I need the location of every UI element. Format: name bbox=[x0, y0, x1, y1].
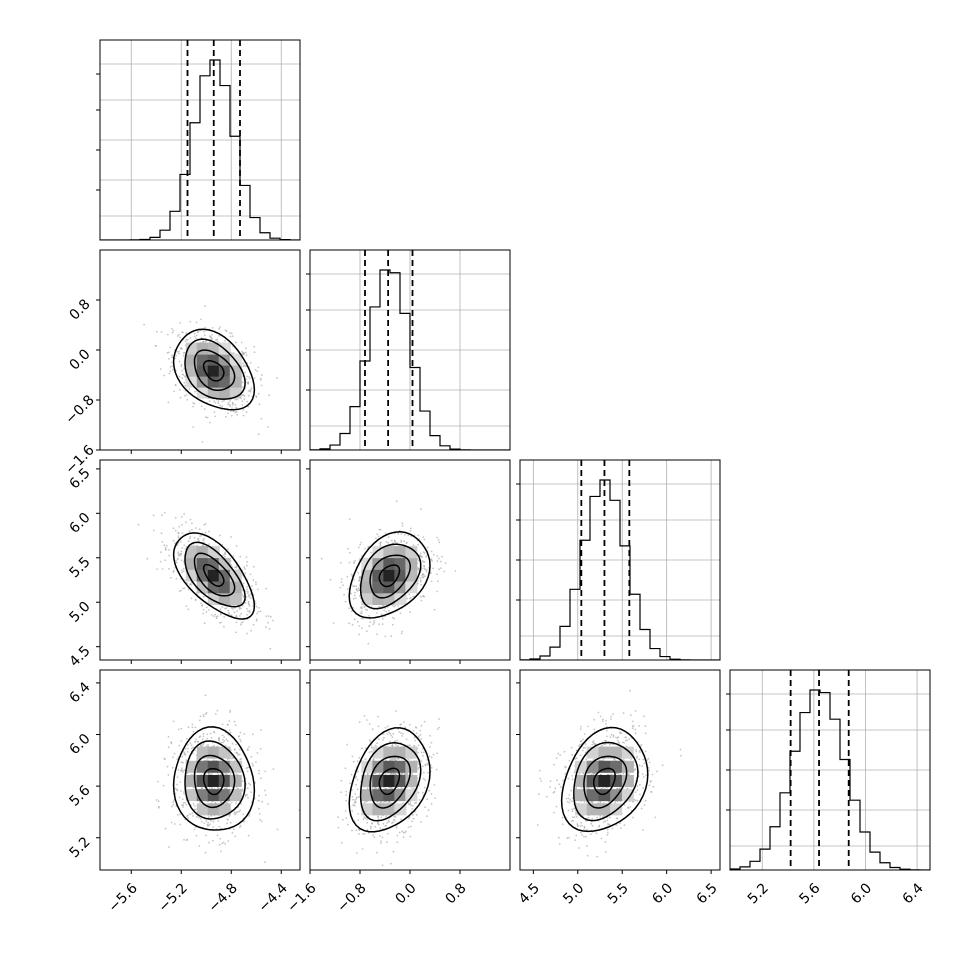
y-tick-label-2-0: 4.5 bbox=[67, 643, 94, 670]
histogram-panel-1 bbox=[306, 249, 511, 451]
histogram-3 bbox=[730, 689, 930, 870]
hist-frame-3 bbox=[729, 669, 931, 871]
contour-1-2-0 bbox=[378, 564, 401, 588]
panel-frame-0-2 bbox=[99, 459, 301, 661]
density-panel-0-2 bbox=[96, 459, 301, 664]
contour-0-2-0 bbox=[202, 563, 225, 587]
x-tick-label-2-2: 5.5 bbox=[605, 880, 632, 907]
contour-1-3-1 bbox=[369, 755, 411, 809]
x-tick-label-0-2: −4.8 bbox=[206, 880, 241, 915]
y-tick-label-3-0: 5.2 bbox=[67, 834, 94, 861]
panel-frame-1-3 bbox=[309, 669, 511, 871]
contour-0-1-0 bbox=[202, 360, 225, 382]
contour-0-1-3 bbox=[172, 328, 256, 411]
x-tick-label-3-2: 6.0 bbox=[848, 880, 875, 907]
density-panel-0-3 bbox=[96, 669, 301, 874]
histogram-panel-3 bbox=[726, 669, 931, 871]
hist-frame-2 bbox=[519, 459, 721, 661]
x-tick-label-2-0: 4.5 bbox=[516, 880, 543, 907]
y-tick-label-3-1: 5.6 bbox=[67, 782, 94, 809]
histogram-0 bbox=[100, 59, 300, 240]
x-tick-label-0-3: −4.4 bbox=[256, 880, 291, 915]
density-panel-0-1 bbox=[96, 249, 301, 454]
x-tick-label-0-1: −5.2 bbox=[156, 880, 191, 915]
y-tick-label-3-2: 6.0 bbox=[67, 731, 94, 758]
x-tick-label-1-0: −1.6 bbox=[284, 880, 319, 915]
density-panel-2-3 bbox=[516, 669, 721, 874]
contour-2-3-0 bbox=[592, 767, 616, 796]
contour-0-3-2 bbox=[184, 740, 246, 820]
contour-0-1-1 bbox=[193, 349, 236, 392]
y-tick-label-1-1: −0.8 bbox=[62, 392, 97, 427]
x-tick-label-2-3: 6.0 bbox=[649, 880, 676, 907]
y-tick-label-2-3: 6.0 bbox=[67, 510, 94, 537]
contour-0-2-1 bbox=[193, 552, 236, 597]
x-tick-label-2-1: 5.0 bbox=[560, 880, 587, 907]
contour-1-2-1 bbox=[369, 554, 411, 599]
x-tick-label-1-1: −0.8 bbox=[334, 880, 369, 915]
y-tick-label-1-3: 0.8 bbox=[67, 296, 94, 323]
contour-1-3-2 bbox=[359, 742, 422, 822]
contour-0-2-2 bbox=[184, 541, 246, 608]
contour-1-2-3 bbox=[348, 531, 431, 619]
hist-frame-0 bbox=[99, 39, 301, 241]
density-panel-1-3 bbox=[306, 669, 511, 874]
contour-1-3-3 bbox=[348, 727, 431, 833]
density-panel-1-2 bbox=[306, 459, 511, 664]
histogram-2 bbox=[520, 479, 720, 660]
y-tick-label-1-2: 0.0 bbox=[67, 346, 94, 373]
contour-0-3-1 bbox=[193, 754, 236, 809]
contour-2-3-3 bbox=[560, 726, 649, 833]
panel-frame-1-2 bbox=[309, 459, 511, 661]
y-tick-label-2-1: 5.0 bbox=[67, 599, 94, 626]
x-tick-label-0-0: −5.6 bbox=[106, 880, 141, 915]
y-tick-label-2-2: 5.5 bbox=[67, 554, 94, 581]
x-tick-label-1-3: 0.8 bbox=[443, 880, 470, 907]
contour-0-3-3 bbox=[172, 726, 256, 831]
x-tick-label-3-1: 5.6 bbox=[796, 880, 823, 907]
contour-0-1-2 bbox=[184, 338, 246, 400]
contour-0-3-0 bbox=[202, 767, 225, 796]
panel-frame-0-3 bbox=[99, 669, 301, 871]
contour-2-3-1 bbox=[583, 755, 628, 809]
panel-frame-0-1 bbox=[99, 249, 301, 451]
contour-1-2-2 bbox=[359, 543, 422, 610]
x-tick-label-3-0: 5.2 bbox=[745, 880, 772, 907]
x-tick-label-2-4: 6.5 bbox=[694, 880, 721, 907]
histogram-panel-2 bbox=[516, 459, 721, 661]
hist-frame-1 bbox=[309, 249, 511, 451]
histogram-panel-0 bbox=[96, 39, 301, 241]
contour-2-3-2 bbox=[573, 741, 639, 822]
x-tick-label-1-2: 0.0 bbox=[393, 880, 420, 907]
contour-1-3-0 bbox=[378, 767, 401, 796]
x-tick-label-3-3: 6.4 bbox=[900, 880, 927, 907]
contour-0-2-3 bbox=[172, 532, 256, 620]
y-tick-label-3-3: 6.4 bbox=[67, 679, 94, 706]
panel-frame-2-3 bbox=[519, 669, 721, 871]
